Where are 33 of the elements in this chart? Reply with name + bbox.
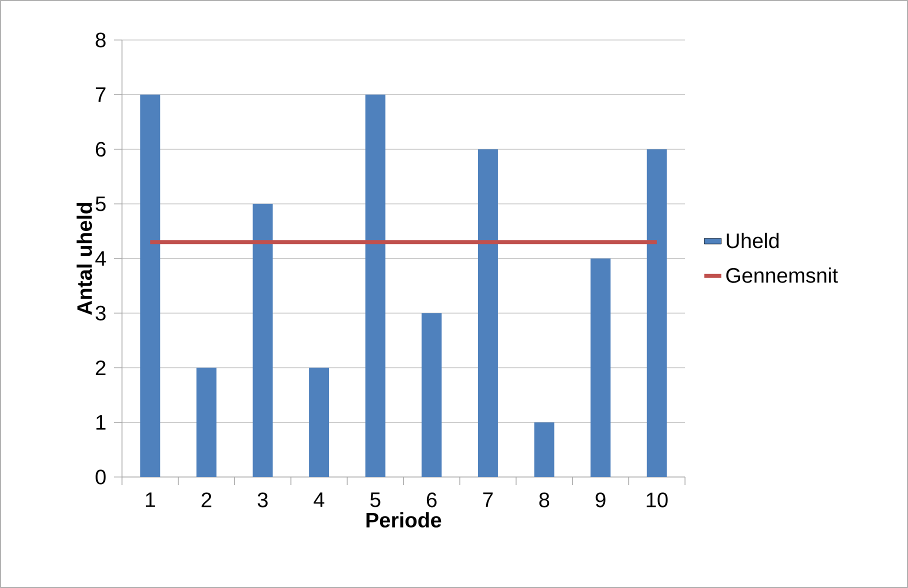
bar (365, 94, 386, 478)
bar (422, 313, 442, 478)
legend-label: Gennemsnit (726, 268, 838, 283)
y-tick-label: 4 (95, 251, 106, 266)
legend-label: Uheld (726, 232, 779, 248)
x-tick-label: 8 (539, 492, 550, 508)
bar (534, 422, 554, 478)
y-tick-label: 0 (96, 470, 106, 484)
bar (590, 258, 611, 478)
x-tick-label: 7 (483, 492, 493, 507)
x-tick-label: 2 (202, 492, 212, 508)
y-tick-label: 6 (96, 142, 106, 157)
y-tick-label: 2 (96, 360, 106, 376)
bar (478, 149, 498, 478)
x-tick-label: 3 (258, 492, 268, 508)
y-tick-label: 3 (96, 306, 106, 321)
bar (252, 204, 273, 478)
x-tick-label: 5 (370, 492, 380, 508)
x-tick-label: 1 (146, 492, 155, 507)
y-axis-title: Antal uheld (76, 202, 92, 315)
y-tick-label: 7 (96, 87, 106, 102)
x-axis-title: Periode (366, 512, 442, 528)
bar (646, 149, 667, 478)
x-tick-label: 9 (596, 492, 606, 508)
bar (309, 368, 330, 478)
y-tick-label: 8 (96, 32, 106, 48)
bar (196, 368, 216, 478)
y-tick-label: 5 (96, 196, 106, 212)
y-tick-label: 1 (96, 415, 106, 430)
x-tick-label: 4 (314, 492, 324, 507)
x-tick-label: 10 (646, 492, 668, 508)
bar (140, 94, 160, 478)
x-tick-label: 6 (426, 492, 437, 508)
